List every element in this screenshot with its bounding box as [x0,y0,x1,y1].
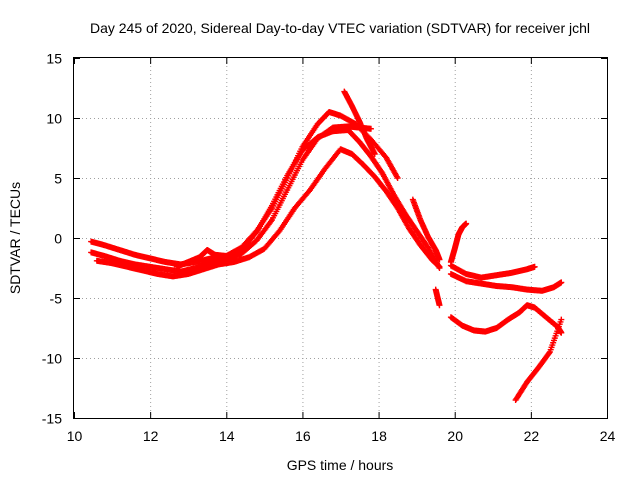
series-track-8 [447,220,470,265]
data-point [558,279,565,286]
x-tick-label: 10 [67,428,83,444]
data-point [463,220,470,227]
y-tick-label: -10 [42,351,62,367]
x-tick-label: 12 [143,428,159,444]
chart-title: Day 245 of 2020, Sidereal Day-to-day VTE… [90,20,590,36]
series-track-9 [447,262,538,281]
data-point [436,265,443,271]
series-track-12 [512,316,565,403]
data-point [531,263,538,270]
data-point [436,256,443,263]
y-tick-label: 15 [46,51,62,67]
y-tick-label: 10 [46,111,62,127]
data-point [394,175,401,181]
series-track-6 [409,196,443,263]
data-series [88,88,565,403]
data-point [546,350,553,357]
grid [74,58,607,418]
series-track-5 [341,88,378,157]
series-track-11 [447,302,565,336]
x-axis-label: GPS time / hours [287,457,394,473]
x-tick-label: 16 [295,428,311,444]
x-axis-tick-labels: 10 12 14 16 18 20 22 24 [67,428,616,444]
y-tick-label: -5 [50,291,63,307]
series-track-3 [93,146,443,280]
plot-frame [73,57,608,419]
y-tick-label: 0 [54,231,62,247]
series-track-10 [447,271,565,294]
y-tick-label: -15 [42,411,62,427]
data-point [252,230,259,237]
series-track-4 [173,127,443,271]
x-tick-label: 20 [447,428,463,444]
y-axis-label: SDTVAR / TECUs [7,182,23,294]
series-track-7 [432,286,443,309]
y-axis-tick-labels: 15 10 5 0 -5 -10 -15 [42,51,62,427]
x-tick-label: 24 [600,428,616,444]
data-point [371,151,378,157]
y-tick-label: 5 [54,171,62,187]
x-tick-label: 22 [524,428,540,444]
data-point [436,302,443,309]
data-point [367,125,374,132]
x-tick-label: 18 [371,428,387,444]
x-tick-label: 14 [219,428,235,444]
data-point [558,316,565,323]
axis-ticks [74,58,608,419]
